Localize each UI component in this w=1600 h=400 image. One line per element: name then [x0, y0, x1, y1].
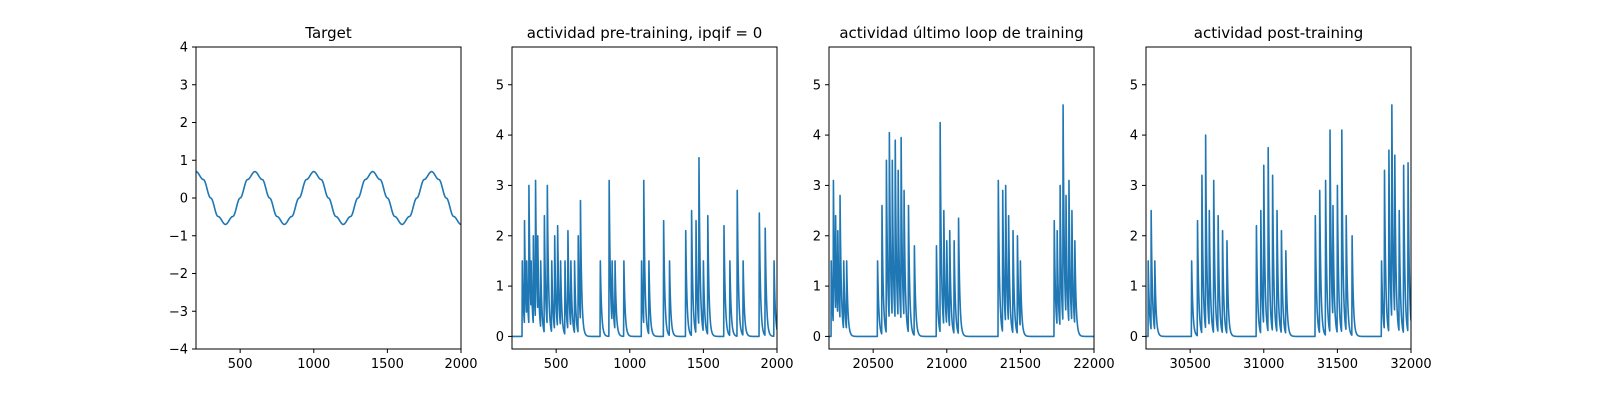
y-tick-label: −1	[169, 229, 188, 244]
panel-title: actividad post-training	[1194, 24, 1363, 42]
panel-title: actividad último loop de training	[839, 24, 1083, 42]
y-tick-label: −2	[169, 267, 188, 282]
x-tick-label: 500	[228, 357, 253, 372]
y-tick-label: 5	[496, 78, 504, 93]
y-tick-label: 3	[813, 179, 821, 194]
axes-frame	[828, 46, 1095, 350]
y-tick-label: 0	[496, 330, 504, 345]
y-tick-label: 4	[813, 129, 821, 144]
y-tick-label: 3	[1130, 179, 1138, 194]
y-tick-label: 0	[180, 192, 188, 207]
y-tick-label: 2	[813, 229, 821, 244]
x-tick-label: 32000	[1390, 357, 1431, 372]
x-tick-label: 31500	[1317, 357, 1358, 372]
x-tick-label: 20500	[852, 357, 893, 372]
panel-target: Target 500 1000 1500 2000 −4 −3 −2 −1 0 1 2 3 4	[169, 24, 478, 372]
y-tick-label: 4	[1130, 129, 1138, 144]
y-tick-label: 1	[180, 154, 188, 169]
y-tick-label: 4	[180, 41, 188, 56]
x-tick-label: 1000	[297, 357, 330, 372]
panel-pre-training: actividad pre-training, ipqif = 0 500 1000…	[496, 24, 794, 372]
y-tick-label: −4	[169, 343, 188, 358]
series-line	[512, 156, 777, 338]
x-tick-label: 1500	[371, 357, 404, 372]
x-tick-label: 30500	[1169, 357, 1210, 372]
series-line	[829, 104, 1094, 338]
x-tick-label: 21000	[926, 357, 967, 372]
y-tick-label: 4	[496, 129, 504, 144]
x-tick-label: 500	[544, 357, 569, 372]
y-tick-label: 2	[496, 229, 504, 244]
x-tick-label: 2000	[760, 357, 793, 372]
y-tick-label: 1	[496, 280, 504, 295]
y-tick-label: 1	[813, 280, 821, 295]
y-tick-label: 2	[1130, 229, 1138, 244]
y-tick-label: 0	[1130, 330, 1138, 345]
y-tick-label: 3	[180, 78, 188, 93]
x-tick-label: 31000	[1243, 357, 1284, 372]
panel-title: actividad pre-training, ipqif = 0	[527, 24, 763, 42]
series-line	[196, 170, 461, 226]
y-tick-label: −3	[169, 305, 188, 320]
y-tick-label: 3	[496, 179, 504, 194]
x-tick-label: 1500	[687, 357, 720, 372]
y-tick-label: 2	[180, 116, 188, 131]
axes-frame	[1145, 46, 1412, 350]
y-tick-label: 5	[813, 78, 821, 93]
y-tick-label: 0	[813, 330, 821, 345]
axes-frame	[511, 46, 778, 350]
x-tick-label: 2000	[444, 357, 477, 372]
y-tick-label: 5	[1130, 78, 1138, 93]
panel-title: Target	[304, 24, 352, 42]
series-line	[1146, 104, 1411, 338]
x-tick-label: 21500	[1000, 357, 1041, 372]
y-tick-label: 1	[1130, 280, 1138, 295]
x-tick-label: 22000	[1073, 357, 1114, 372]
x-tick-label: 1000	[613, 357, 646, 372]
